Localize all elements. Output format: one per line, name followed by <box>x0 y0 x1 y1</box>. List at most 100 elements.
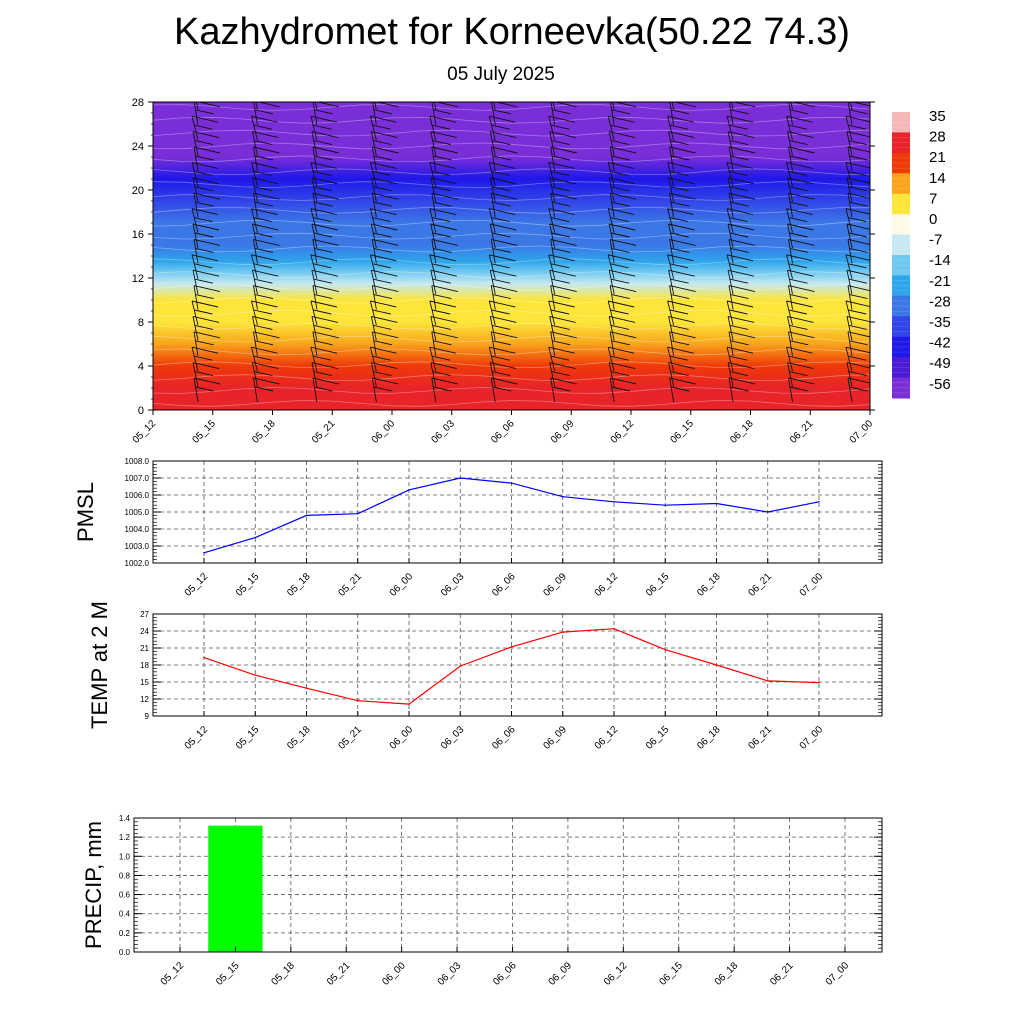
wind-barb <box>788 192 815 218</box>
wind-barb <box>192 131 220 156</box>
wind-barb <box>430 315 457 341</box>
wind-barb <box>430 131 457 156</box>
wind-barb <box>311 362 339 387</box>
wind-barb <box>490 377 518 403</box>
x-tick-label: 06_06 <box>490 724 518 752</box>
y-tick-label: 8 <box>138 317 144 329</box>
y-axis-title: TEMP at 2 M <box>87 601 112 729</box>
x-tick-label: 06_06 <box>490 571 518 599</box>
wind-barb <box>489 315 517 341</box>
contour-line <box>153 348 870 356</box>
y-tick-label: 24 <box>140 627 149 636</box>
wind-barb <box>253 285 280 310</box>
wind-barb <box>252 269 279 295</box>
x-tick-label: 06_21 <box>788 418 816 446</box>
wind-barb <box>370 315 398 341</box>
x-tick-label: 06_03 <box>429 418 457 446</box>
x-tick-label: 06_15 <box>644 724 672 752</box>
x-tick-label: 05_15 <box>234 724 262 752</box>
wind-barb <box>489 223 517 249</box>
wind-barb <box>253 238 280 264</box>
wind-barb <box>788 377 815 403</box>
y-tick-label: 1004.0 <box>125 525 150 534</box>
wind-barb <box>669 102 696 125</box>
wind-barb <box>192 315 220 341</box>
series-point <box>408 703 410 705</box>
wind-barb <box>727 362 755 387</box>
wind-barb <box>192 269 220 295</box>
y-tick-label: 18 <box>140 661 149 670</box>
wind-barb <box>489 362 517 387</box>
wind-barb <box>668 269 695 295</box>
wind-barb <box>489 269 517 295</box>
wind-barb <box>787 177 814 202</box>
y-tick-label: 0.0 <box>119 948 131 957</box>
wind-barb <box>609 192 637 218</box>
wind-barb <box>550 102 577 125</box>
colorbar-swatch <box>892 295 910 317</box>
colorbar-swatch <box>892 316 910 338</box>
wind-barb <box>550 331 577 356</box>
wind-barb <box>669 377 696 403</box>
wind-barb <box>549 177 576 202</box>
wind-barb <box>788 238 815 264</box>
wind-barb <box>550 377 577 403</box>
wind-barb <box>609 377 637 403</box>
wind-barb <box>671 102 675 110</box>
series-point <box>459 665 462 667</box>
wind-barb <box>846 269 870 295</box>
wind-barb <box>431 102 458 125</box>
y-tick-label: 0.4 <box>119 910 131 919</box>
wind-barb <box>490 285 518 310</box>
x-tick-label: 06_18 <box>695 724 723 752</box>
wind-barb <box>192 177 220 202</box>
wind-barb <box>669 285 696 310</box>
colorbar-swatch <box>892 214 910 236</box>
wind-barb <box>787 315 814 341</box>
wind-barb <box>314 102 318 110</box>
y-tick-label: 1007.0 <box>125 474 150 483</box>
wind-barb <box>669 192 696 218</box>
wind-barb <box>431 192 458 218</box>
x-tick-label: 06_21 <box>746 571 774 599</box>
x-tick-label: 07_00 <box>848 418 876 446</box>
wind-barb <box>430 223 457 249</box>
contour-line <box>153 322 870 330</box>
x-tick-label: 05_12 <box>131 418 159 446</box>
wind-barb <box>193 285 221 310</box>
wind-barb <box>371 377 399 403</box>
wind-barb <box>431 331 458 356</box>
wind-barb <box>846 315 870 341</box>
contour-line <box>153 155 870 163</box>
wind-barb <box>608 177 636 202</box>
contour-line <box>153 297 870 304</box>
colorbar-label: -56 <box>929 376 951 393</box>
wind-barb <box>727 223 755 249</box>
wind-barb <box>252 315 279 341</box>
wind-barb <box>846 131 870 156</box>
colorbar-swatch <box>892 255 910 276</box>
x-tick-label: 05_18 <box>250 418 278 446</box>
wind-barb <box>668 177 695 202</box>
series-point <box>715 664 718 666</box>
precip-panel: 0.0 0.2 0.4 0.6 0.8 1.0 1.2 1.4 05_12 05_15 05_18 0… <box>81 814 883 988</box>
y-tick-label: 1006.0 <box>125 491 150 500</box>
wind-barb <box>253 192 280 218</box>
y-axis-title: PRECIP, mm <box>81 821 106 949</box>
colorbar-label: 35 <box>929 108 946 125</box>
wind-barb <box>490 331 518 356</box>
x-tick-label: 05_12 <box>183 724 211 752</box>
wind-barb <box>727 315 755 341</box>
series-point <box>510 482 513 484</box>
wind-barb <box>550 285 577 310</box>
page-subtitle: 05 July 2025 <box>447 64 555 85</box>
series-point <box>664 504 667 507</box>
wind-barb <box>312 146 340 172</box>
y-tick-label: 0 <box>138 405 144 417</box>
colorbar-swatch <box>892 193 910 215</box>
colorbar-swatch <box>892 152 910 174</box>
x-tick-label: 06_15 <box>668 418 696 446</box>
y-tick-label: 1.4 <box>119 814 131 823</box>
wind-barb <box>489 177 517 202</box>
series-point <box>305 687 308 690</box>
